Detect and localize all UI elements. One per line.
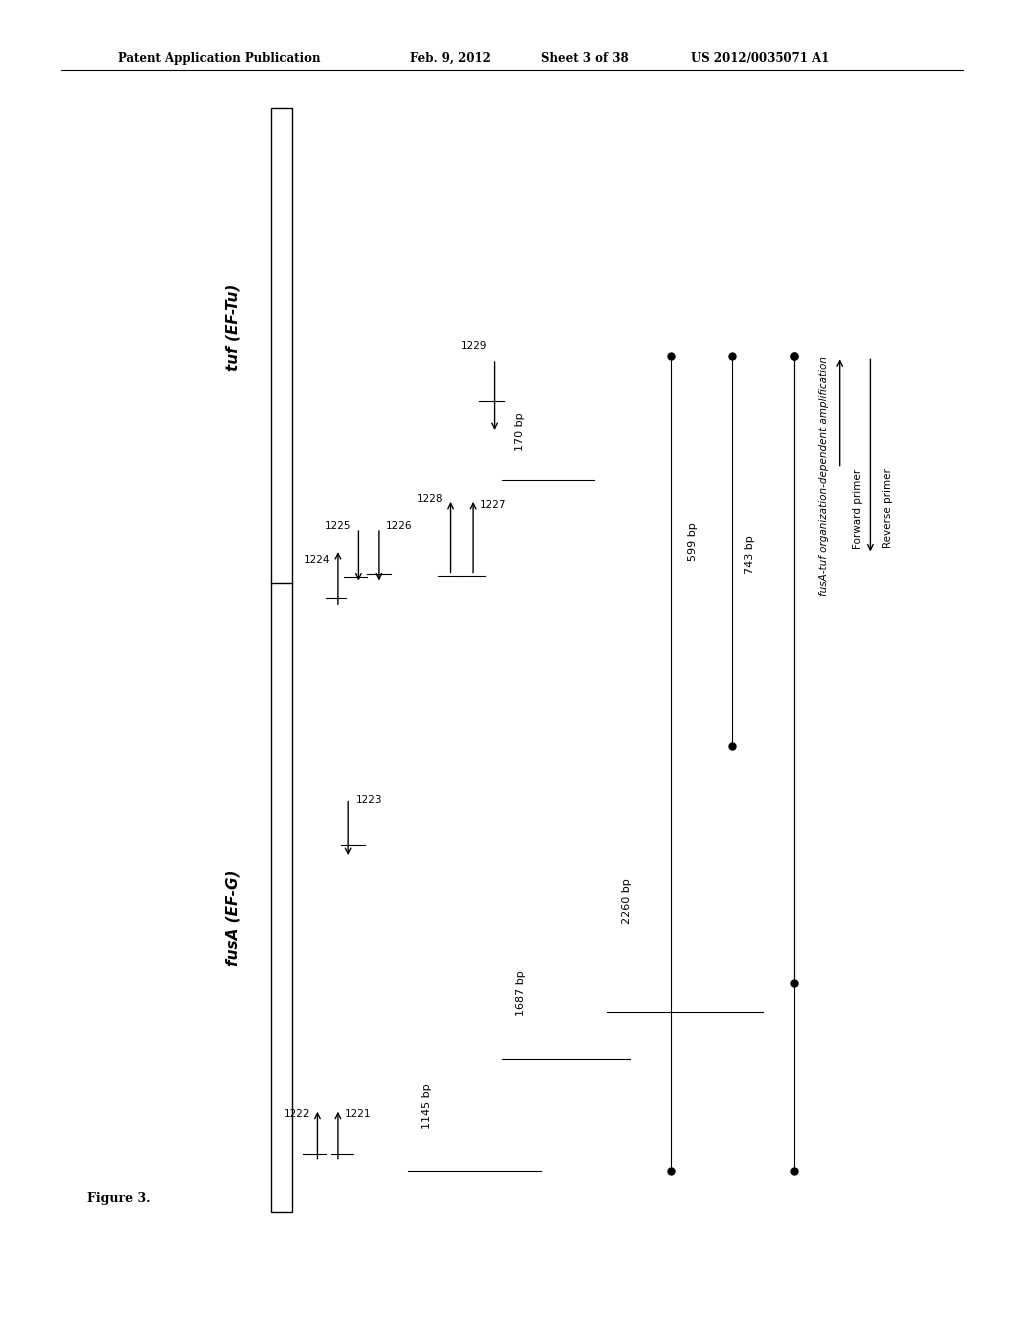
Text: Sheet 3 of 38: Sheet 3 of 38: [541, 51, 629, 65]
Text: Patent Application Publication: Patent Application Publication: [118, 51, 321, 65]
Text: Feb. 9, 2012: Feb. 9, 2012: [410, 51, 490, 65]
Text: 170 bp: 170 bp: [515, 413, 525, 451]
Text: 1225: 1225: [325, 520, 351, 531]
Text: 1229: 1229: [461, 341, 487, 351]
Text: 743 bp: 743 bp: [745, 535, 756, 574]
Text: 2260 bp: 2260 bp: [622, 878, 632, 924]
Text: 1227: 1227: [480, 499, 507, 510]
Bar: [271, 108, 292, 1212]
Text: 1224: 1224: [304, 554, 331, 565]
Text: Forward primer: Forward primer: [853, 469, 863, 549]
Text: fusA-tuf organization-dependent amplification: fusA-tuf organization-dependent amplific…: [819, 356, 829, 597]
Text: Figure 3.: Figure 3.: [87, 1192, 151, 1205]
Text: Reverse primer: Reverse primer: [883, 469, 893, 549]
Text: 599 bp: 599 bp: [688, 521, 698, 561]
Text: US 2012/0035071 A1: US 2012/0035071 A1: [691, 51, 829, 65]
Text: fusA (EF-G): fusA (EF-G): [226, 869, 241, 966]
Text: 1145 bp: 1145 bp: [422, 1082, 432, 1129]
Text: 1226: 1226: [386, 520, 413, 531]
Text: tuf (EF-Tu): tuf (EF-Tu): [226, 284, 241, 371]
Text: 1228: 1228: [417, 494, 443, 504]
Text: 1221: 1221: [345, 1109, 372, 1119]
Text: 1687 bp: 1687 bp: [516, 970, 526, 1016]
Text: 1222: 1222: [284, 1109, 310, 1119]
Text: 1223: 1223: [355, 795, 382, 805]
